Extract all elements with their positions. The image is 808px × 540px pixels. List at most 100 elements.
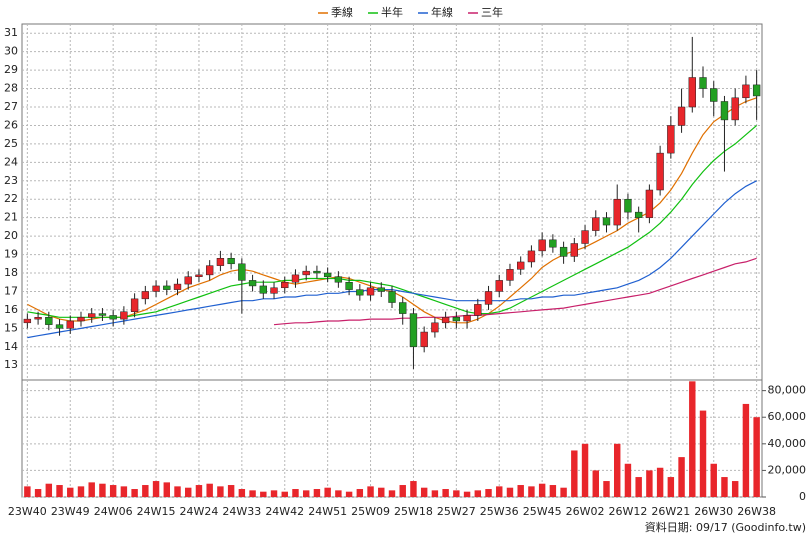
volume-bar (592, 470, 599, 497)
volume-bar (399, 485, 406, 497)
candle-body (388, 291, 396, 303)
y-tick-label: 31 (4, 26, 18, 39)
candle-body (173, 283, 182, 290)
volume-bar (34, 489, 42, 497)
volume-bar (614, 443, 621, 497)
candle-body (88, 313, 96, 318)
volume-bar (721, 477, 728, 497)
volume-bar (689, 381, 696, 497)
y-tick-label: 21 (4, 211, 18, 224)
volume-bar (442, 489, 449, 497)
x-tick-label: 23W49 (51, 505, 90, 518)
y-tick-label: 24 (4, 155, 18, 168)
volume-bar (742, 403, 750, 497)
candle-body (334, 276, 343, 283)
volume-bar (571, 450, 578, 497)
candle-body (613, 198, 621, 226)
x-tick-label: 25W27 (437, 505, 476, 518)
candle-body (184, 276, 192, 285)
candle-body (409, 313, 418, 348)
y-tick-label: 23 (4, 174, 18, 187)
y-tick-label: 18 (4, 266, 18, 279)
y-tick-label: 13 (4, 358, 18, 371)
volume-bar (45, 483, 53, 497)
volume-tick-label: 0 (799, 490, 806, 503)
volume-bar (646, 470, 653, 497)
y-tick-label: 17 (4, 284, 18, 297)
candle-body (163, 285, 171, 290)
candle-body (238, 263, 246, 281)
candle-body (345, 281, 353, 290)
candle-body (495, 280, 503, 292)
volume-bar (388, 490, 396, 497)
candle-body (313, 270, 321, 274)
candle-body (205, 265, 214, 276)
x-tick-label: 23W40 (8, 505, 47, 518)
y-tick-label: 16 (4, 303, 18, 316)
candle-body (710, 88, 718, 102)
volume-bar (581, 443, 589, 497)
volume-bar (270, 490, 278, 497)
volume-bar (260, 491, 267, 497)
candle-body (259, 285, 267, 294)
legend-label: 半年 (381, 5, 403, 19)
volume-bar (603, 481, 610, 497)
source-note: 資料日期: 09/17 (Goodinfo.tw) (645, 520, 806, 534)
volume-bar (506, 487, 514, 497)
candle-body (431, 322, 439, 333)
volume-bar (99, 483, 106, 497)
volume-bar (699, 410, 707, 497)
candle-body (227, 258, 235, 265)
y-tick-label: 26 (4, 118, 18, 131)
volume-bar (624, 463, 632, 497)
volume-tick-label: 80,000 (768, 384, 807, 397)
x-tick-label: 26W12 (609, 505, 648, 518)
volume-bar (753, 417, 760, 497)
x-tick-label: 26W02 (566, 505, 605, 518)
volume-bar (24, 486, 31, 497)
y-tick-label: 25 (4, 137, 18, 150)
volume-bar (731, 481, 739, 497)
candle-body (506, 269, 514, 281)
candle-body (549, 239, 557, 248)
candle-body (517, 261, 525, 270)
x-tick-label: 26W38 (737, 505, 776, 518)
x-tick-label: 24W15 (137, 505, 176, 518)
candle-body (270, 287, 278, 294)
x-tick-label: 25W36 (480, 505, 519, 518)
volume-bar (56, 485, 63, 497)
candle-body (742, 84, 750, 99)
volume-bar (109, 485, 117, 497)
x-tick-label: 25W45 (523, 505, 562, 518)
candle-body (66, 320, 74, 329)
volume-bar (367, 486, 374, 497)
candle-body (130, 298, 139, 313)
candle-body (366, 287, 375, 296)
volume-bar (67, 487, 74, 497)
candle-body (302, 270, 310, 276)
volume-bar (635, 477, 642, 497)
y-tick-label: 27 (4, 100, 18, 113)
candle-body (45, 317, 53, 325)
x-tick-label: 24W51 (308, 505, 347, 518)
volume-bar (485, 489, 492, 497)
candle-body (23, 318, 32, 324)
candle-body (141, 291, 150, 300)
plot-frame (21, 23, 763, 498)
volume-bar (463, 491, 471, 497)
candle-body (538, 239, 546, 252)
volume-bar (324, 487, 331, 497)
volume-bar (88, 482, 95, 497)
candle-body (420, 331, 428, 348)
candle-body (677, 106, 686, 126)
candle-body (720, 101, 729, 121)
volume-bar (120, 486, 128, 497)
candle-body (120, 311, 128, 320)
volume-bar (217, 486, 224, 497)
candle-body (441, 317, 450, 324)
legend-label: 三年 (481, 5, 503, 19)
volume-bar (678, 457, 685, 497)
volume-bar (313, 489, 321, 497)
candle-body (570, 243, 579, 257)
